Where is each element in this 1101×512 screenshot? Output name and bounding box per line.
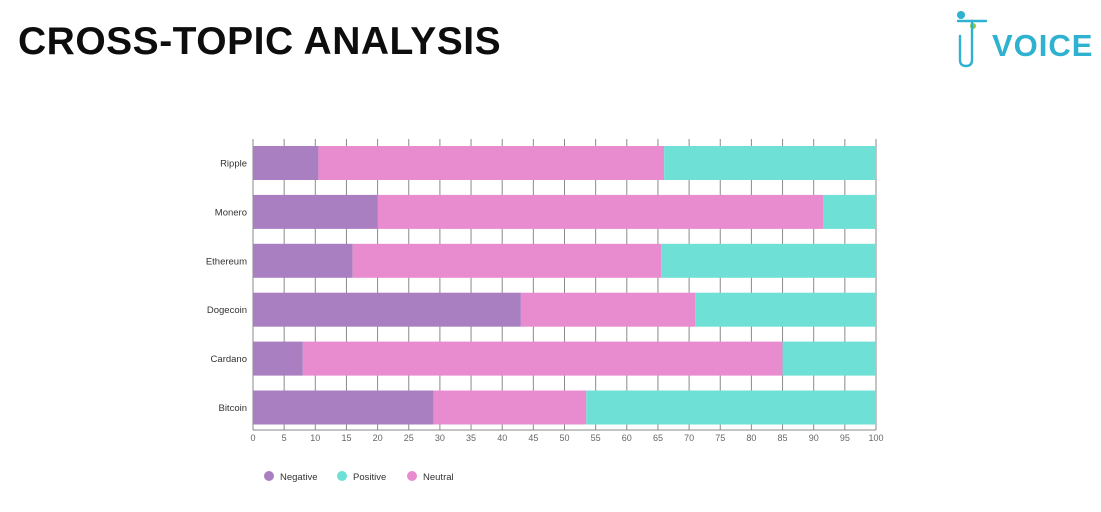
t-voice-logo: VOICE — [950, 6, 1100, 72]
x-tick-label: 25 — [404, 433, 414, 443]
bar-negative-ripple — [253, 146, 319, 180]
legend-marker-neutral — [407, 471, 417, 481]
page-title: CROSS-TOPIC ANALYSIS — [18, 20, 502, 63]
bar-positive-bitcoin — [586, 390, 876, 425]
bar-negative-monero — [253, 194, 378, 229]
category-label: Cardano — [211, 354, 247, 365]
category-label: Ethereum — [206, 256, 247, 267]
x-tick-label: 70 — [684, 433, 694, 443]
bar-negative-bitcoin — [253, 390, 434, 425]
x-tick-label: 45 — [528, 433, 538, 443]
bar-neutral-cardano — [302, 341, 783, 376]
x-tick-label: 35 — [466, 433, 476, 443]
x-tick-label: 100 — [868, 433, 883, 443]
category-label: Dogecoin — [207, 305, 247, 316]
x-tick-label: 65 — [653, 433, 663, 443]
x-tick-label: 90 — [809, 433, 819, 443]
legend-marker-negative — [264, 471, 274, 481]
bar-neutral-dogecoin — [520, 292, 696, 327]
legend-label-neutral: Neutral — [423, 472, 454, 483]
logo-text: VOICE — [992, 28, 1094, 63]
bar-neutral-monero — [377, 194, 824, 229]
x-tick-label: 30 — [435, 433, 445, 443]
bar-negative-ethereum — [253, 243, 353, 278]
x-tick-label: 55 — [591, 433, 601, 443]
x-tick-label: 5 — [282, 433, 287, 443]
category-label: Ripple — [220, 159, 247, 170]
bar-positive-dogecoin — [695, 292, 876, 327]
bar-positive-ethereum — [661, 243, 876, 278]
x-tick-label: 20 — [373, 433, 383, 443]
legend: Negative Positive Neutral — [264, 471, 454, 483]
x-tick-label: 40 — [497, 433, 507, 443]
x-tick-label: 85 — [778, 433, 788, 443]
bar-negative-dogecoin — [253, 292, 521, 327]
bar-neutral-bitcoin — [433, 390, 587, 425]
bar-positive-monero — [823, 194, 876, 229]
bar-positive-cardano — [782, 341, 876, 376]
category-label: Monero — [215, 207, 247, 218]
grid-lines — [252, 139, 877, 430]
x-tick-label: 80 — [746, 433, 756, 443]
bars — [253, 146, 876, 425]
axes: 0 5 10 15 20 25 30 35 40 45 50 55 60 65 70 75 80 85 90 95 10… — [206, 159, 884, 444]
x-tick-label: 15 — [341, 433, 351, 443]
legend-marker-positive — [337, 471, 347, 481]
x-tick-label: 50 — [559, 433, 569, 443]
x-tick-label: 60 — [622, 433, 632, 443]
bar-positive-ripple — [664, 146, 876, 180]
x-tick-label: 10 — [310, 433, 320, 443]
legend-label-positive: Positive — [353, 472, 386, 483]
t-voice-logo-icon — [956, 11, 988, 68]
legend-label-negative: Negative — [280, 472, 318, 483]
bar-negative-cardano — [253, 341, 303, 376]
category-label: Bitcoin — [218, 403, 247, 414]
x-tick-label: 0 — [250, 433, 255, 443]
bar-neutral-ripple — [318, 146, 665, 180]
x-tick-label: 95 — [840, 433, 850, 443]
x-tick-label: 75 — [715, 433, 725, 443]
bar-neutral-ethereum — [352, 243, 662, 278]
